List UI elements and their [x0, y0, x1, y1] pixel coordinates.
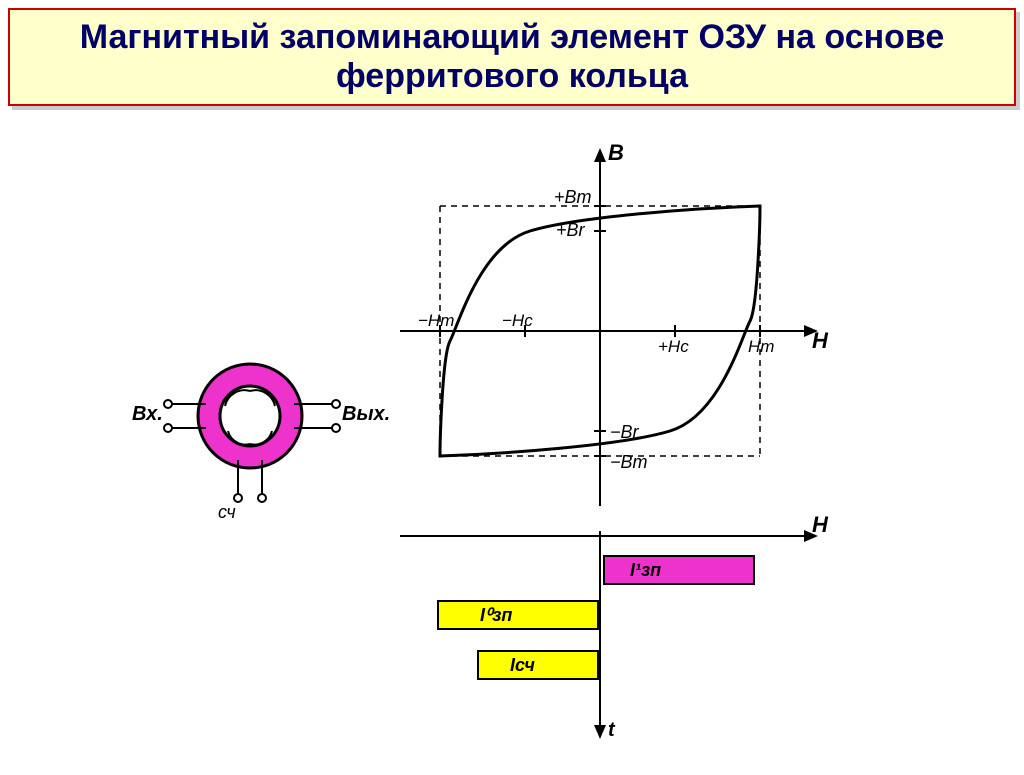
- pulse-bar-label-2: I⁰зп: [480, 605, 512, 625]
- axis-b-label: B: [608, 140, 624, 165]
- pulse-axis-t: t: [608, 719, 616, 741]
- tick-minus-hc: −Hc: [502, 311, 533, 330]
- tick-minus-bm: −Bm: [610, 452, 648, 472]
- pulse-bar-label-3: Iсч: [510, 655, 535, 675]
- pulse-axis-h: H: [812, 512, 829, 537]
- pulse-bar-label-1: I¹зп: [630, 560, 661, 580]
- diagram-area: Вх. Вых. сч B H +Bm +Br −Br −Bm +Hc Hm −…: [0, 106, 1024, 746]
- ring-label-bottom: сч: [218, 502, 236, 522]
- axis-h-label: H: [812, 328, 829, 353]
- title-banner: Магнитный запоминающий элемент ОЗУ на ос…: [8, 8, 1016, 106]
- tick-minus-br: −Br: [610, 422, 640, 442]
- tick-plus-br: +Br: [556, 220, 586, 240]
- ferrite-ring-diagram: Вх. Вых. сч: [110, 286, 410, 546]
- ring-label-left: Вх.: [132, 403, 163, 425]
- tick-plus-bm: +Bm: [554, 187, 592, 207]
- hysteresis-and-pulses: B H +Bm +Br −Br −Bm +Hc Hm −Hc −Hm H t I…: [380, 136, 940, 756]
- tick-plus-hc: +Hc: [658, 337, 689, 356]
- tick-minus-hm: −Hm: [418, 311, 454, 330]
- page-title: Магнитный запоминающий элемент ОЗУ на ос…: [22, 18, 1002, 96]
- tick-plus-hm: Hm: [748, 337, 774, 356]
